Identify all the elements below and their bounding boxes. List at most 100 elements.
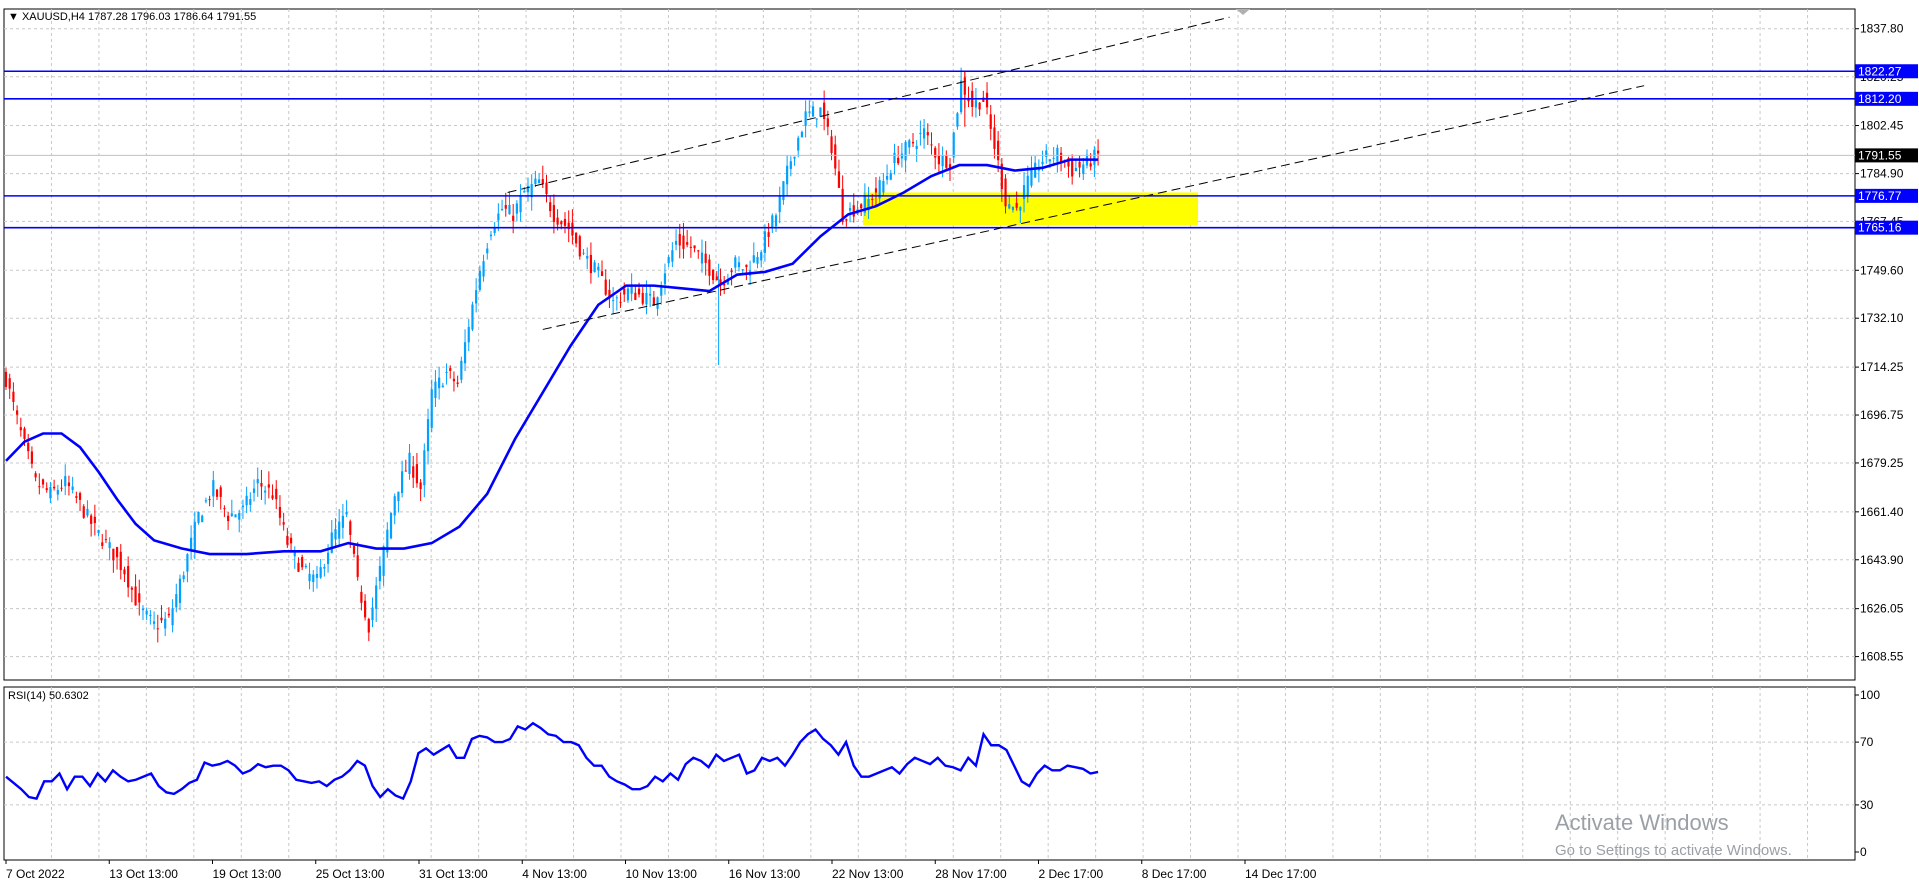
candle [49, 482, 52, 504]
candle-body [789, 161, 792, 169]
candle [27, 433, 30, 460]
candle [878, 176, 881, 206]
candle [500, 199, 504, 211]
candle [71, 476, 74, 494]
candle-body [127, 566, 130, 588]
candle [952, 132, 955, 164]
candle [249, 492, 252, 512]
candle [197, 511, 200, 525]
candle-body [223, 508, 226, 510]
candle-body [101, 542, 104, 546]
candle [586, 247, 589, 270]
candle [767, 222, 770, 247]
rsi-y-tick-label: 70 [1860, 735, 1874, 749]
candle-body [8, 378, 11, 389]
candle-body [389, 513, 393, 539]
candle-body [774, 215, 778, 227]
candle-body [674, 240, 678, 245]
shift-marker-icon [1236, 9, 1250, 15]
candle [549, 196, 552, 218]
candle-body [156, 628, 159, 630]
candle-body [186, 554, 189, 572]
candle-body [537, 179, 541, 184]
candle [149, 609, 152, 625]
candle [693, 245, 696, 253]
candle-body [363, 600, 367, 618]
candle [260, 469, 263, 500]
candle [201, 514, 204, 523]
candle-body [786, 165, 789, 185]
candle-body [1096, 150, 1100, 154]
candle [430, 379, 433, 433]
candle-body [323, 566, 326, 569]
candle-body [1078, 161, 1081, 168]
candle [1030, 156, 1033, 188]
candle-body [175, 594, 178, 608]
level-price-label: 1776.77 [1858, 189, 1902, 203]
candle [1011, 206, 1015, 213]
candle-body [78, 493, 82, 500]
candle [960, 67, 963, 115]
candle [1052, 146, 1055, 167]
candle-body [915, 145, 918, 150]
candle [441, 382, 444, 388]
candle [275, 480, 278, 510]
candle [30, 446, 34, 469]
candle-body [326, 552, 330, 565]
candle-body [552, 205, 555, 222]
candle-body [948, 164, 952, 168]
candle [108, 537, 111, 561]
candle [1045, 144, 1048, 164]
dropdown-arrow-icon[interactable]: ▼ [8, 11, 19, 23]
candle [708, 254, 711, 286]
candle-body [426, 419, 430, 452]
candle-body [319, 567, 322, 578]
candle-body [190, 537, 193, 550]
candle [16, 405, 19, 425]
candle [301, 554, 304, 571]
watermark-subtitle: Go to Settings to activate Windows. [1555, 842, 1792, 859]
candle [397, 491, 400, 513]
candle [848, 202, 852, 223]
candle-body [804, 111, 807, 126]
candle-body [152, 621, 156, 624]
trendline [507, 16, 1230, 193]
candle-body [53, 486, 56, 489]
candle-body [734, 257, 737, 268]
candle [45, 482, 48, 493]
candle-body [515, 203, 518, 214]
level-price-label: 1822.27 [1858, 64, 1902, 78]
candle [937, 143, 941, 174]
candle-body [30, 451, 34, 464]
candle-body [478, 271, 481, 290]
current-price-label: 1791.55 [1858, 148, 1902, 162]
candle [782, 181, 785, 205]
candle-body [38, 486, 41, 488]
candle [93, 504, 96, 536]
candle [278, 495, 282, 526]
candle-body [178, 578, 182, 603]
candle-body [615, 297, 618, 299]
candle [356, 542, 359, 581]
candle [774, 213, 778, 232]
candle-body [75, 496, 78, 498]
candle [19, 417, 22, 437]
candle-body [600, 271, 604, 276]
candle-body [123, 569, 126, 575]
candle [112, 548, 115, 573]
candle-body [434, 381, 437, 398]
candle-body [778, 195, 781, 213]
candle [138, 579, 141, 616]
candle-body [412, 466, 415, 478]
candle [763, 224, 767, 262]
candle [982, 90, 985, 102]
candle-body [582, 252, 585, 254]
candle-body [1093, 149, 1096, 165]
candle-body [4, 371, 8, 387]
main-panel-frame [3, 8, 1856, 681]
candle [1034, 155, 1037, 179]
candle [115, 546, 119, 570]
candle [760, 250, 763, 268]
candle [823, 90, 826, 131]
